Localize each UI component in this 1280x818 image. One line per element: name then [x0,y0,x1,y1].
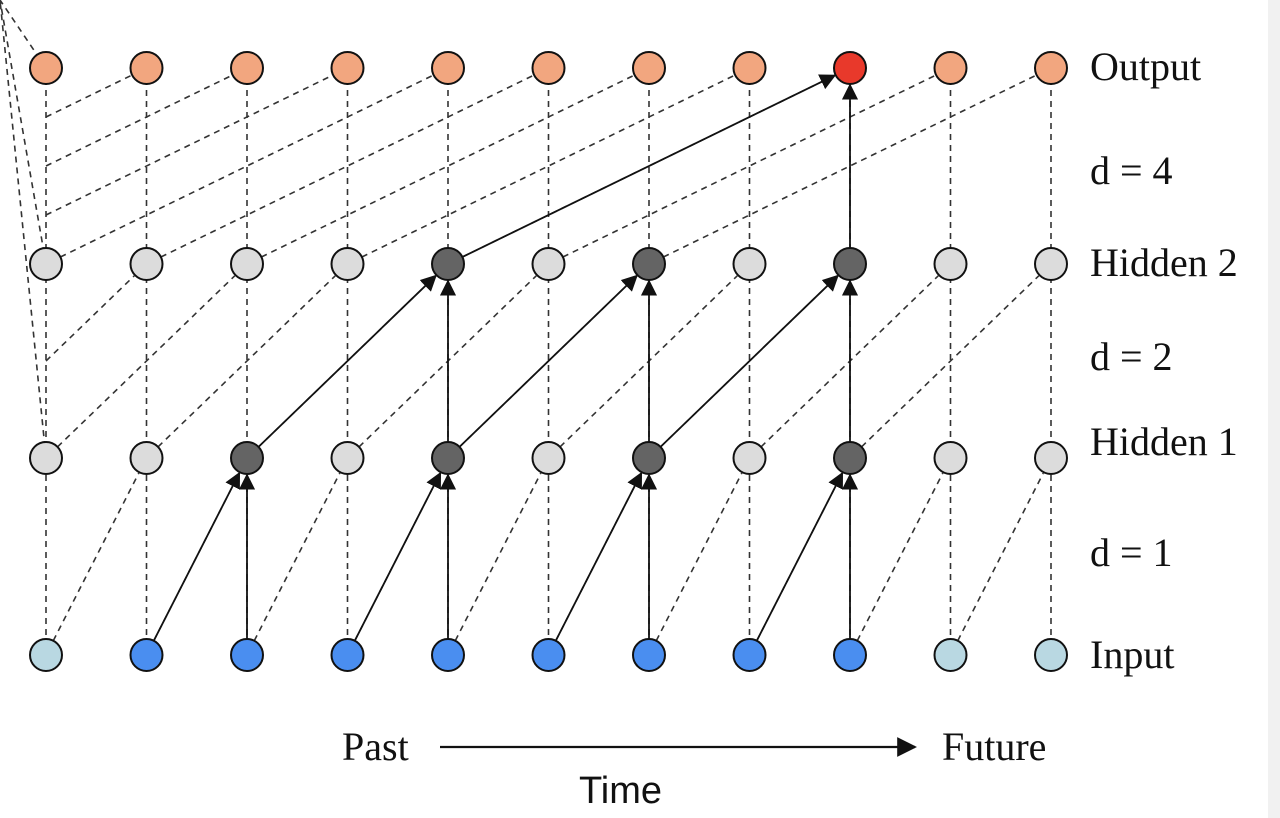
dilated-edge-output-2 [45,74,233,167]
input-node-1-active [129,638,164,672]
input-node-10 [1034,638,1068,672]
input-node-3-active [330,638,365,672]
hidden2-node-9 [933,247,968,281]
output-node-2 [230,51,264,85]
dilated-edge-hidden1-9 [856,472,944,642]
input-node-4-active [431,638,465,672]
dilated-edge-output-6 [261,74,635,258]
active-edge-input-7-to-hidden1-8 [755,471,844,642]
dilated-edge-hidden1-7 [655,472,743,642]
dilated-edge-output-5 [160,74,534,258]
hidden2-node-8-active [833,247,867,281]
active-edge-hidden2-4-to-output-8 [461,74,837,258]
hidden2-node-10 [1034,247,1068,281]
layer-label-hidden-2: Hidden 2 [1090,240,1238,285]
dilated-edge-hidden1-5 [454,472,542,642]
output-node-5 [531,51,566,85]
dilated-edge-hidden2-1 [45,275,135,362]
input-node-6-active [632,638,666,672]
active-edge-input-1-to-hidden1-2 [152,471,241,642]
dilated-edge-output-3 [45,74,333,216]
input-node-5-active [531,638,566,672]
hidden1-node-9 [933,441,968,475]
output-node-8-active [833,51,867,85]
dilation-label-d1: d = 1 [1090,530,1173,575]
output-node-0 [29,51,63,85]
time-axis-future-label: Future [942,724,1046,769]
time-axis-title: Time [579,770,662,812]
hidden2-node-1 [129,247,164,281]
hidden1-node-8-active [833,441,867,475]
hidden2-node-4-active [431,247,465,281]
layer-label-hidden-1: Hidden 1 [1090,419,1238,464]
hidden1-node-0 [29,441,63,475]
hidden2-node-7 [732,247,767,281]
output-node-4 [431,51,465,85]
hidden1-node-2-active [230,441,264,475]
hidden1-node-10 [1034,441,1068,475]
output-node-9 [933,51,968,85]
inactive-dilated-edges [0,0,1044,642]
active-dilated-edges [152,74,859,642]
hidden1-node-5 [531,441,566,475]
layer-label-output: Output [1090,44,1201,89]
time-axis-past-label: Past [342,724,409,769]
dilation-label-d2: d = 2 [1090,334,1173,379]
hidden1-node-4-active [431,441,465,475]
dilated-edge-hidden1-3 [253,472,341,642]
hidden2-node-5 [531,247,566,281]
hidden1-node-3 [330,441,365,475]
input-node-7-active [732,638,767,672]
dilated-edge-hidden1-10 [957,472,1044,642]
dilated-edge-output-10 [663,74,1037,258]
dilation-label-d4: d = 4 [1090,148,1173,193]
layer-label-input: Input [1090,632,1174,677]
input-node-8-active [833,638,867,672]
output-node-3 [330,51,365,85]
input-node-2-active [230,638,264,672]
hidden2-node-2 [230,247,264,281]
dilated-edge-output-4 [60,74,434,258]
hidden2-node-0 [29,247,63,281]
input-node-0 [29,638,63,672]
output-node-7 [732,51,767,85]
dilated-edge-hidden2-10 [860,275,1040,448]
dilated-edge-output-1 [45,74,132,118]
active-edge-input-5-to-hidden1-6 [554,471,643,642]
active-edge-hidden1-2-to-hidden2-4 [257,274,437,448]
hidden2-node-3 [330,247,365,281]
output-node-1 [129,51,164,85]
dilated-edge-hidden2-0 [0,0,47,265]
dilated-edge-hidden2-2 [56,275,236,448]
hidden2-node-6-active [632,247,666,281]
dilated-edge-hidden1-1 [52,472,140,642]
network-nodes [29,51,1068,672]
active-edge-hidden1-4-to-hidden2-6 [458,274,638,448]
dilated-edge-hidden2-3 [157,275,336,448]
hidden1-node-1 [129,441,164,475]
active-edge-input-3-to-hidden1-4 [353,471,442,642]
window-edge-strip [1268,0,1280,818]
active-edge-hidden1-6-to-hidden2-8 [659,274,839,448]
hidden1-node-6-active [632,441,666,475]
input-node-9 [933,638,968,672]
dilated-edge-output-9 [562,74,936,258]
output-node-10 [1034,51,1068,85]
output-node-6 [632,51,666,85]
hidden1-node-7 [732,441,767,475]
dilated-edge-output-7 [361,74,735,258]
